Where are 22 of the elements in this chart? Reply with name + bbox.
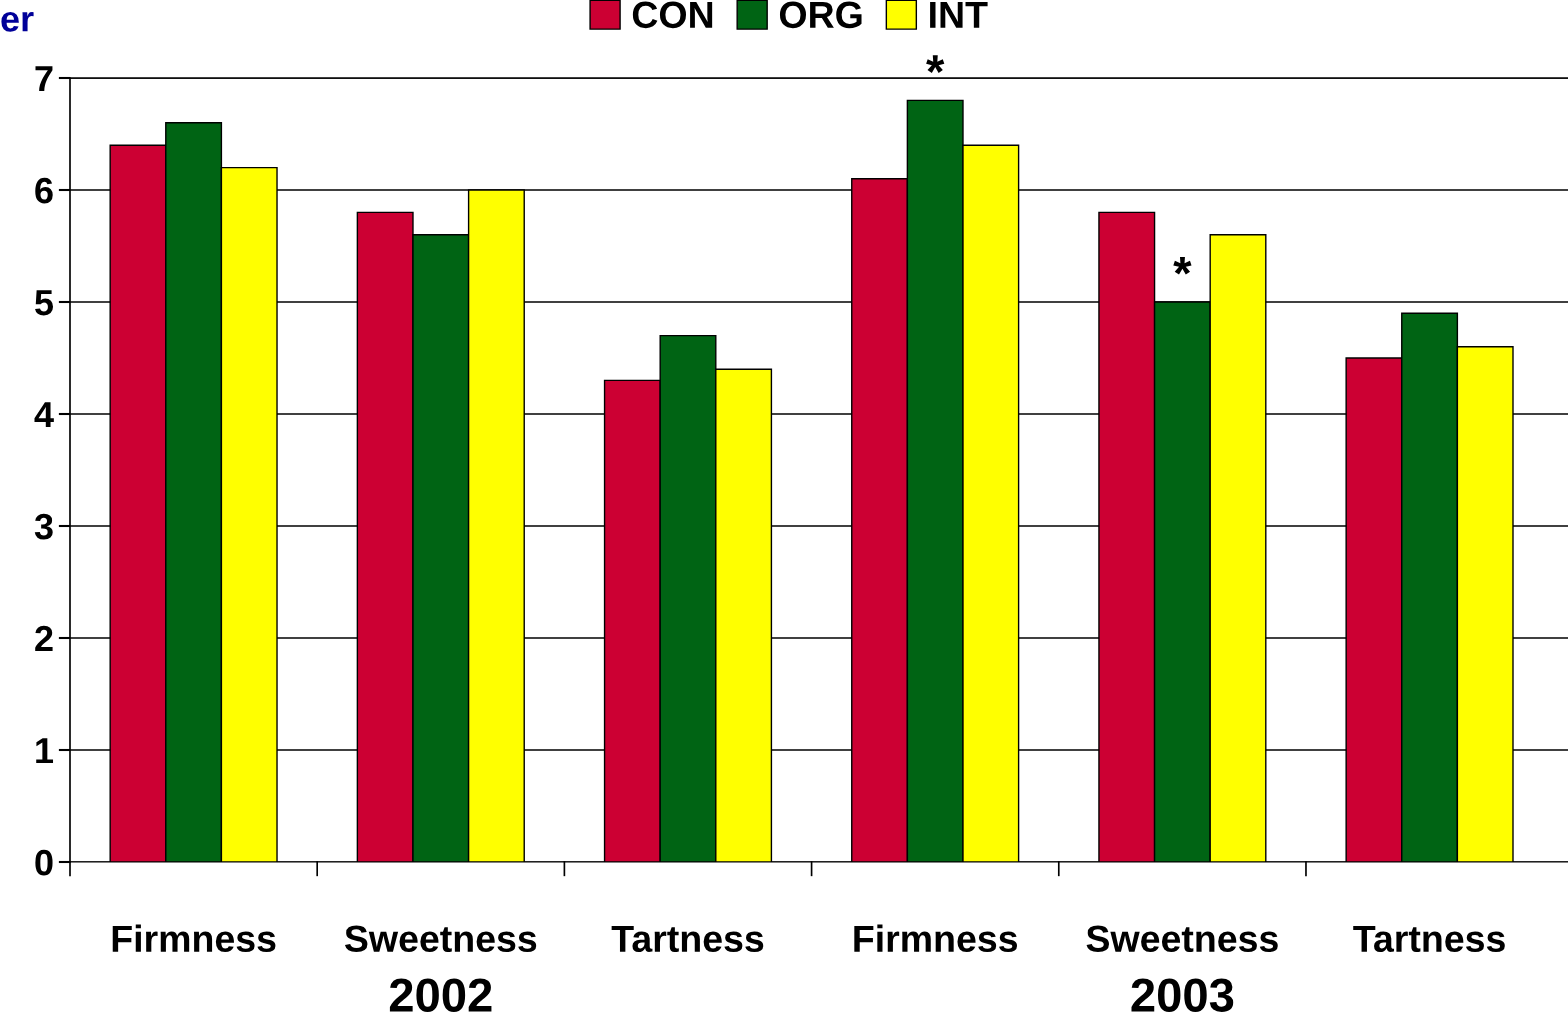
x-tick-label: Tartness — [1353, 925, 1505, 953]
y-tick-label: 2 — [35, 625, 53, 652]
annotation: * — [926, 55, 945, 73]
text: 2002 — [389, 978, 492, 1012]
x-tick-label: Firmness — [854, 924, 1018, 953]
x-tick-label: Firmness — [112, 924, 276, 953]
x-tick-label: Tartness — [611, 925, 764, 953]
y-tick-label: 0 — [35, 849, 53, 876]
text: 2003 — [1131, 978, 1234, 1012]
annotation: * — [1173, 256, 1192, 275]
y-tick-label: 7 — [35, 66, 53, 92]
y-tick-label: 5 — [35, 290, 54, 316]
y-tick-label: 1 — [36, 738, 54, 764]
chart-title: er — [1, 11, 34, 32]
legend-label: ORG — [779, 1, 862, 29]
y-tick-label: 4 — [34, 402, 54, 428]
y-tick-label: 6 — [35, 177, 53, 204]
x-tick-label: Sweetness — [1086, 925, 1278, 953]
legend-label: INT — [930, 1, 988, 28]
y-tick-label: 3 — [34, 513, 53, 540]
x-tick-label: Sweetness — [344, 925, 537, 953]
legend-label: CON — [632, 1, 713, 29]
